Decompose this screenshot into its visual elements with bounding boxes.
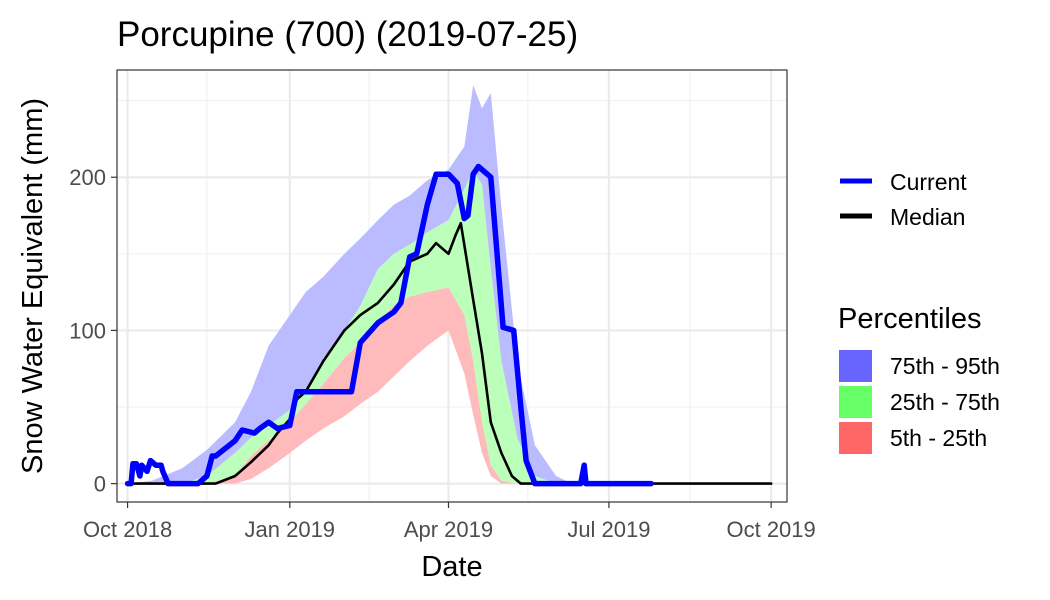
- axis-ticks: Oct 2018 Jan 2019 Apr 2019 Jul 2019 Oct 2019…: [69, 165, 815, 542]
- current-line: [124, 163, 654, 487]
- y-tick-label-0: 0: [94, 472, 106, 497]
- legend-label-current: Current: [890, 169, 967, 195]
- plot-border: [116, 69, 788, 503]
- legend-swatch-75-95: [839, 350, 872, 382]
- y-axis-title: Snow Water Equivalent (mm): [17, 98, 49, 474]
- x-tick-label-1: Jan 2019: [245, 517, 336, 542]
- x-tick-label-4: Oct 2019: [726, 517, 815, 542]
- y-tick-label-2: 200: [69, 165, 106, 190]
- median-line: [126, 221, 773, 485]
- x-axis-title: Date: [421, 551, 482, 583]
- legend-label-75-95: 75th - 95th: [890, 353, 1000, 379]
- legend-label-25-75: 25th - 75th: [890, 389, 1000, 415]
- legend-swatch-25-75: [839, 386, 872, 418]
- legend-swatch-5-25: [839, 422, 872, 454]
- x-tick-label-3: Jul 2019: [567, 517, 650, 542]
- chart-title: Porcupine (700) (2019-07-25): [117, 15, 578, 54]
- legend-label-median: Median: [890, 204, 965, 230]
- band-75-95: [127, 85, 581, 484]
- series-lines: [124, 163, 773, 487]
- x-tick-label-2: Apr 2019: [404, 517, 493, 542]
- x-tick-label-0: Oct 2018: [83, 517, 172, 542]
- legend: Current Median Percentiles 75th - 95th 2…: [838, 169, 1000, 454]
- legend-label-5-25: 5th - 25th: [890, 425, 987, 451]
- y-tick-label-1: 100: [69, 318, 106, 343]
- band-25-75: [127, 169, 581, 484]
- legend-title-percentiles: Percentiles: [838, 303, 981, 335]
